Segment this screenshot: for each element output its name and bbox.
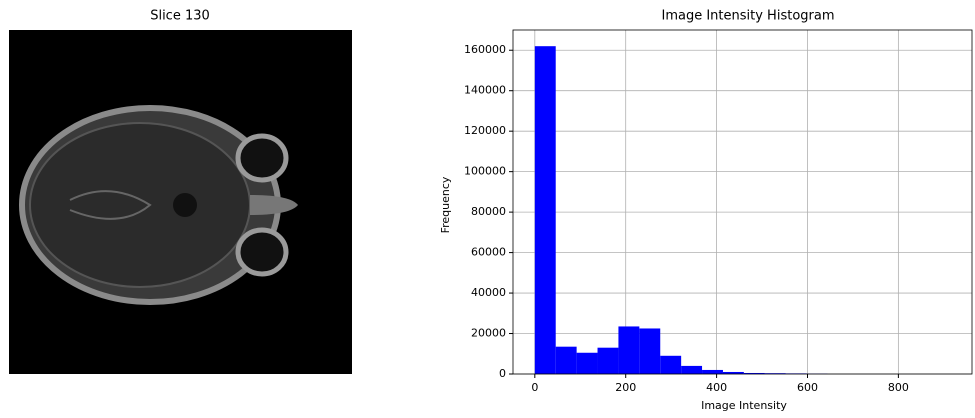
bar: [660, 356, 681, 374]
bar: [577, 353, 598, 374]
plot-frame: [513, 30, 972, 374]
bar: [598, 348, 619, 374]
image-title: Slice 130: [150, 9, 210, 24]
x-axis-label: Image Intensity: [701, 399, 787, 412]
chart-title: Image Intensity Histogram: [662, 9, 835, 24]
y-tick-label: 160000: [464, 43, 506, 56]
bar: [639, 328, 660, 374]
y-tick-label: 60000: [471, 246, 506, 259]
x-tick-label: 200: [615, 381, 636, 394]
y-tick-label: 120000: [464, 124, 506, 137]
bar: [535, 46, 556, 374]
y-tick-label: 80000: [471, 205, 506, 218]
bar: [702, 370, 723, 374]
figure: Slice 130 Image Intensity Histogram Imag…: [0, 0, 975, 414]
x-tick-label: 800: [888, 381, 909, 394]
y-tick-label: 140000: [464, 84, 506, 97]
y-tick-label: 20000: [471, 327, 506, 340]
y-tick-label: 0: [499, 367, 506, 380]
y-tick-label: 40000: [471, 286, 506, 299]
x-tick-label: 600: [797, 381, 818, 394]
x-tick-label: 0: [531, 381, 538, 394]
y-axis-label: Frequency: [439, 176, 452, 233]
x-tick-label: 400: [706, 381, 727, 394]
mri-slice: [9, 30, 352, 374]
bar: [681, 366, 702, 374]
y-tick-label: 100000: [464, 165, 506, 178]
bar: [618, 326, 639, 374]
bar: [556, 347, 577, 374]
